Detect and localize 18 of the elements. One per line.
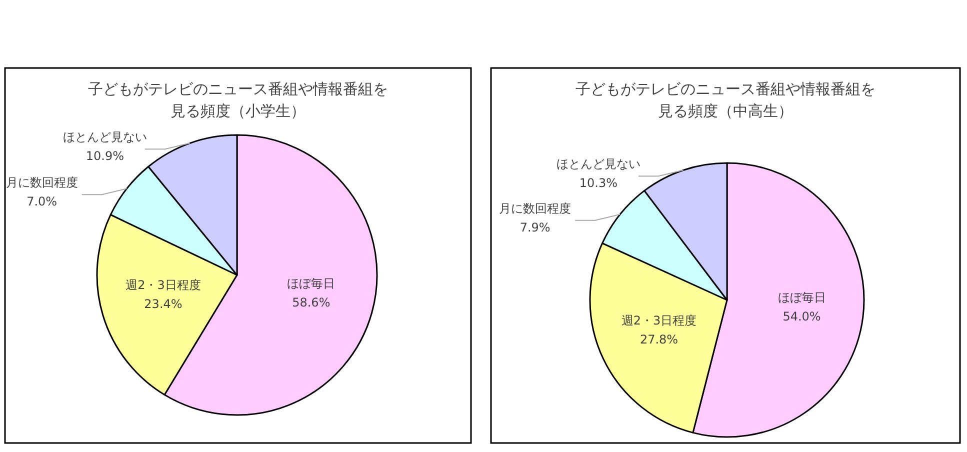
data-label: 7.0% [26, 194, 58, 209]
slice-label: ほぼ毎日 [778, 290, 826, 304]
slice-label: 月に数回程度 [499, 201, 572, 216]
data-label: 10.9% [86, 149, 124, 164]
data-label: 27.8% [640, 332, 678, 347]
slice-label: ほとんど見ない [62, 130, 147, 144]
slice-label: 週2・3日程度 [621, 314, 697, 328]
data-label: 10.3% [579, 176, 618, 190]
chart-title: 子どもがテレビのニュース番組や情報番組を見る頻度（小学生） [88, 80, 388, 120]
data-label: 54.0% [782, 309, 821, 324]
slice-label: ほぼ毎日 [287, 276, 336, 291]
slice-label: ほとんど見ない [556, 157, 640, 172]
chart-title: 子どもがテレビのニュース番組や情報番組を見る頻度（中高生） [576, 80, 876, 120]
slice-label: 週2・3日程度 [126, 278, 201, 292]
slice-label: 月に数回程度 [6, 176, 78, 190]
data-label: 7.9% [520, 220, 550, 234]
data-label: 58.6% [292, 296, 330, 310]
data-label: 23.4% [144, 297, 182, 312]
